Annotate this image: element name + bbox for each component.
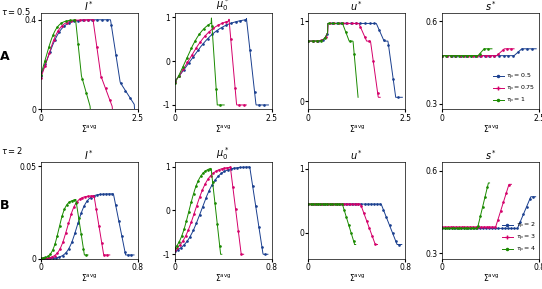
X-axis label: $\Sigma^{\rm avg}$: $\Sigma^{\rm avg}$ xyxy=(349,123,365,134)
X-axis label: $\Sigma^{\rm avg}$: $\Sigma^{\rm avg}$ xyxy=(349,272,365,283)
Text: A: A xyxy=(0,50,10,63)
Legend: $\tau_{\rm p} = 2$, $\tau_{\rm p} = 3$, $\tau_{\rm p} = 4$: $\tau_{\rm p} = 2$, $\tau_{\rm p} = 3$, … xyxy=(501,221,536,255)
Text: $\tau = 0.5$: $\tau = 0.5$ xyxy=(1,6,31,17)
Title: $\mu_0^*$: $\mu_0^*$ xyxy=(216,0,230,13)
X-axis label: $\Sigma^{\rm avg}$: $\Sigma^{\rm avg}$ xyxy=(483,123,499,134)
Title: $s^*$: $s^*$ xyxy=(485,0,497,13)
X-axis label: $\Sigma^{\rm avg}$: $\Sigma^{\rm avg}$ xyxy=(81,123,97,134)
Title: $u^*$: $u^*$ xyxy=(350,0,364,13)
Legend: $\tau_{\rm p} = 0.5$, $\tau_{\rm p} = 0.75$, $\tau_{\rm p} = 1$: $\tau_{\rm p} = 0.5$, $\tau_{\rm p} = 0.… xyxy=(492,71,536,106)
Title: $s^*$: $s^*$ xyxy=(485,149,497,162)
Title: $u^*$: $u^*$ xyxy=(350,149,364,162)
Text: $\tau = 2$: $\tau = 2$ xyxy=(1,144,23,155)
X-axis label: $\Sigma^{\rm avg}$: $\Sigma^{\rm avg}$ xyxy=(215,272,231,283)
X-axis label: $\Sigma^{\rm avg}$: $\Sigma^{\rm avg}$ xyxy=(215,123,231,134)
Title: $I^*$: $I^*$ xyxy=(84,0,94,13)
X-axis label: $\Sigma^{\rm avg}$: $\Sigma^{\rm avg}$ xyxy=(483,272,499,283)
X-axis label: $\Sigma^{\rm avg}$: $\Sigma^{\rm avg}$ xyxy=(81,272,97,283)
Title: $\mu_0^*$: $\mu_0^*$ xyxy=(216,146,230,162)
Title: $I^*$: $I^*$ xyxy=(84,149,94,162)
Text: B: B xyxy=(0,199,9,212)
